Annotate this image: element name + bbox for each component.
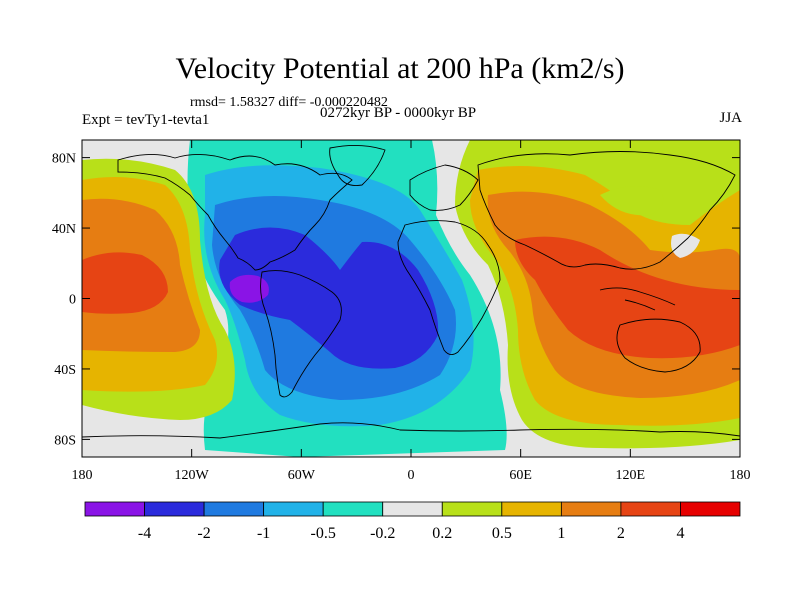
lon-tick-label: 180: [72, 468, 93, 483]
lat-tick-label: 40S: [54, 363, 76, 378]
colorbar-swatch: [263, 501, 324, 517]
coastline-south-america: [260, 270, 342, 398]
colorbar-swatch: [441, 501, 503, 517]
colorbar: -4 -2 -1 -0.5 -0.2 0.2 0.5 1 2 4: [84, 501, 741, 542]
colorbar-swatch: [144, 501, 205, 517]
colorbar-swatch: [84, 501, 145, 517]
colorbar-label: 2: [617, 525, 625, 542]
contour-band-neutral-hole-2: [600, 186, 664, 216]
lat-tick-label: 80S: [54, 433, 76, 448]
lon-tick-label: 120E: [616, 468, 646, 483]
coastlines: [82, 145, 740, 439]
colorbar-swatch: [620, 501, 681, 517]
coastline-north-america: [117, 154, 353, 271]
colorbar-swatch: [203, 501, 265, 517]
coastline-australia: [616, 318, 701, 373]
colorbar-label: -2: [197, 525, 210, 542]
colorbar-label: 0.2: [432, 525, 452, 542]
lat-axis: 80N 40N 0 40S 80S: [52, 152, 740, 448]
colorbar-label: -0.2: [370, 525, 395, 542]
colorbar-label: -4: [138, 525, 151, 542]
lon-tick-label: 180: [730, 468, 751, 483]
lat-tick-label: 0: [69, 293, 76, 308]
lon-tick-label: 60W: [288, 468, 316, 483]
colorbar-swatch: [501, 501, 562, 517]
period-label: 0272kyr BP - 0000kyr BP: [320, 105, 477, 121]
contour-band-neutral-hole: [671, 233, 700, 258]
experiment-label: Expt = tevTy1-tevta1: [82, 112, 210, 128]
colorbar-label: -0.5: [311, 525, 336, 542]
coastline-indonesia: [599, 287, 676, 311]
colorbar-swatch: [560, 501, 622, 517]
coastline-greenland: [329, 145, 386, 186]
colorbar-label: 0.5: [492, 525, 512, 542]
lon-tick-label: 120W: [175, 468, 210, 483]
lon-tick-label: 60E: [509, 468, 532, 483]
colorbar-label: 4: [676, 525, 684, 542]
colorbar-swatch: [680, 501, 741, 517]
lon-tick-label: 0: [408, 468, 415, 483]
colorbar-label: -1: [257, 525, 270, 542]
coastline-antarctica: [82, 422, 740, 439]
season-label: JJA: [719, 110, 742, 126]
colorbar-label: 1: [557, 525, 565, 542]
lat-tick-label: 40N: [52, 222, 76, 237]
coastline-africa: [397, 220, 501, 355]
colorbar-swatch: [322, 501, 384, 517]
lon-axis: 180 120W 60W 0 60E 120E 180: [72, 140, 751, 483]
contour-band-pos-2-west: [82, 252, 168, 314]
map-title: Velocity Potential at 200 hPa (km2/s): [175, 52, 625, 85]
contour-band-neg-2: [219, 227, 439, 369]
lat-tick-label: 80N: [52, 152, 76, 167]
coastline-europe: [409, 164, 479, 211]
colorbar-swatch: [382, 501, 443, 517]
rmsd-diff-stats: rmsd= 1.58327 diff= -0.000220482: [190, 95, 388, 110]
coastline-asia: [477, 151, 736, 270]
contour-band-neg-4: [229, 274, 269, 303]
